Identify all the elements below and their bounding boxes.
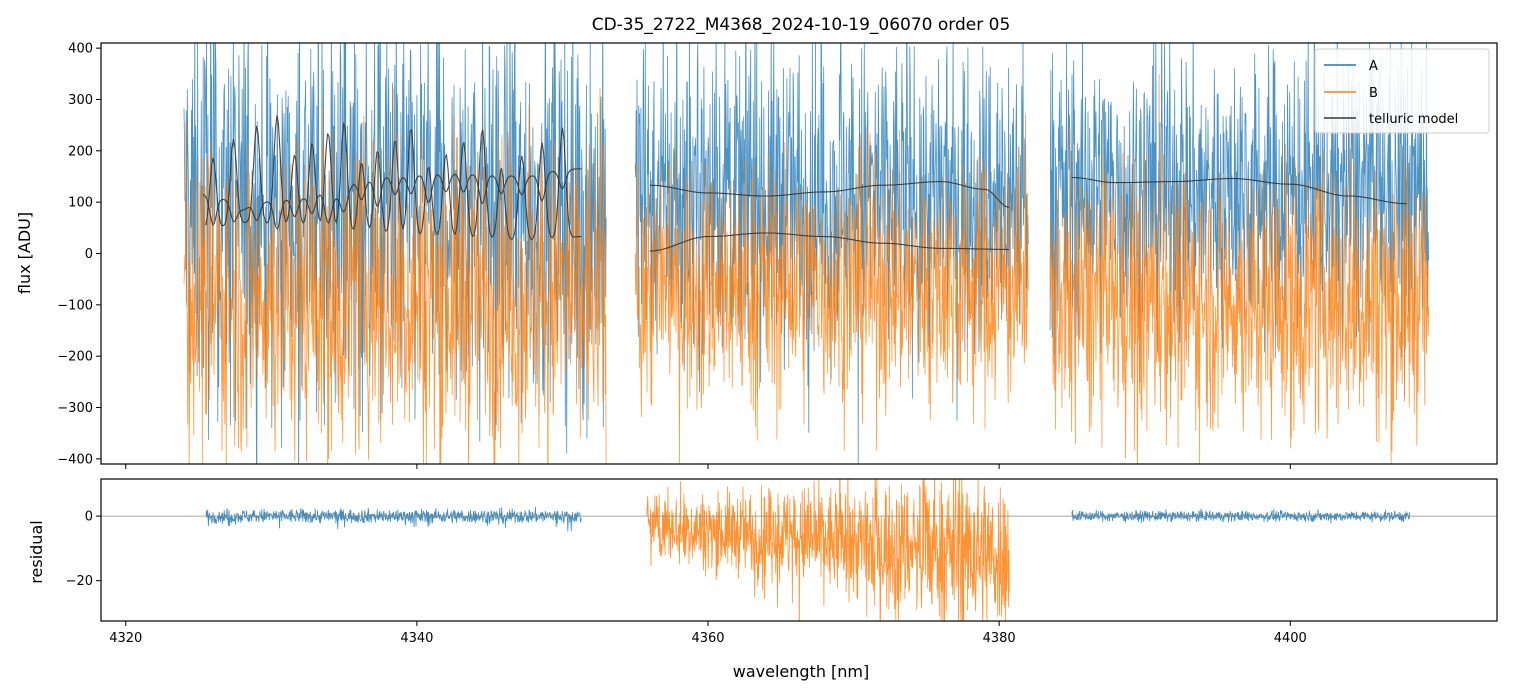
flux-y-ticks: −400 −300 −200 −100 0 100 200 300 400 xyxy=(57,42,101,467)
x-tick-label-0: 4320 xyxy=(109,631,142,646)
flux-x-ticks xyxy=(125,464,1291,469)
flux-y-tick-label-2: −200 xyxy=(57,350,93,365)
residual-y-axis-label: residual xyxy=(27,520,46,583)
telluric-model-line-b-segment-1 xyxy=(649,232,1010,252)
series-a-segment-0 xyxy=(183,43,607,464)
flux-y-tick-label-8: 400 xyxy=(68,42,93,57)
residual-panel: −20 0 4320 4340 4360 4380 4400 residual wavel… xyxy=(27,478,1498,681)
telluric-model-line-a-segment-1 xyxy=(649,181,1010,208)
residual-x-ticks: 4320 4340 4360 4380 4400 xyxy=(109,621,1307,646)
residual-plot-area xyxy=(101,479,1497,621)
flux-y-tick-label-1: −300 xyxy=(57,401,93,416)
flux-y-tick-label-5: 100 xyxy=(68,196,93,211)
residual-series-b-segment-0 xyxy=(646,479,1010,621)
residual-series-a-segment-0 xyxy=(205,507,582,532)
series-b-segment-1 xyxy=(634,113,1029,464)
telluric-model-line-a-segment-2 xyxy=(1071,176,1407,205)
legend-label-b: B xyxy=(1369,86,1378,101)
x-tick-label-1: 4340 xyxy=(400,631,433,646)
series-b-segment-2 xyxy=(1049,74,1429,464)
telluric-model-line-b-segment-0 xyxy=(205,115,582,241)
flux-y-tick-label-7: 300 xyxy=(68,93,93,108)
legend-box xyxy=(1314,48,1490,134)
residual-axes-frame xyxy=(100,478,1498,622)
chart-title: CD-35_2722_M4368_2024-10-19_06070 order … xyxy=(592,15,1011,35)
legend-label-telluric: telluric model xyxy=(1369,112,1458,127)
residual-y-ticks: −20 0 xyxy=(66,510,101,589)
flux-plot-area xyxy=(183,43,1429,464)
x-tick-label-3: 4380 xyxy=(983,631,1016,646)
series-a-segment-1 xyxy=(634,43,1029,464)
flux-panel: −400 −300 −200 −100 0 100 200 300 400 flux [ADU]… xyxy=(15,42,1498,469)
flux-y-tick-label-4: 0 xyxy=(85,247,93,262)
x-tick-label-4: 4400 xyxy=(1274,631,1307,646)
flux-y-axis-label: flux [ADU] xyxy=(15,212,34,294)
flux-y-tick-label-3: −100 xyxy=(57,298,93,313)
legend: A B telluric model xyxy=(1314,48,1490,134)
legend-label-a: A xyxy=(1369,59,1378,74)
residual-y-tick-label-0: −20 xyxy=(66,574,93,589)
flux-y-tick-label-0: −400 xyxy=(57,452,93,467)
x-axis-label: wavelength [nm] xyxy=(733,662,870,681)
series-b-segment-0 xyxy=(183,87,607,464)
residual-y-tick-label-1: 0 xyxy=(85,510,93,525)
x-tick-label-2: 4360 xyxy=(691,631,724,646)
flux-y-tick-label-6: 200 xyxy=(68,144,93,159)
